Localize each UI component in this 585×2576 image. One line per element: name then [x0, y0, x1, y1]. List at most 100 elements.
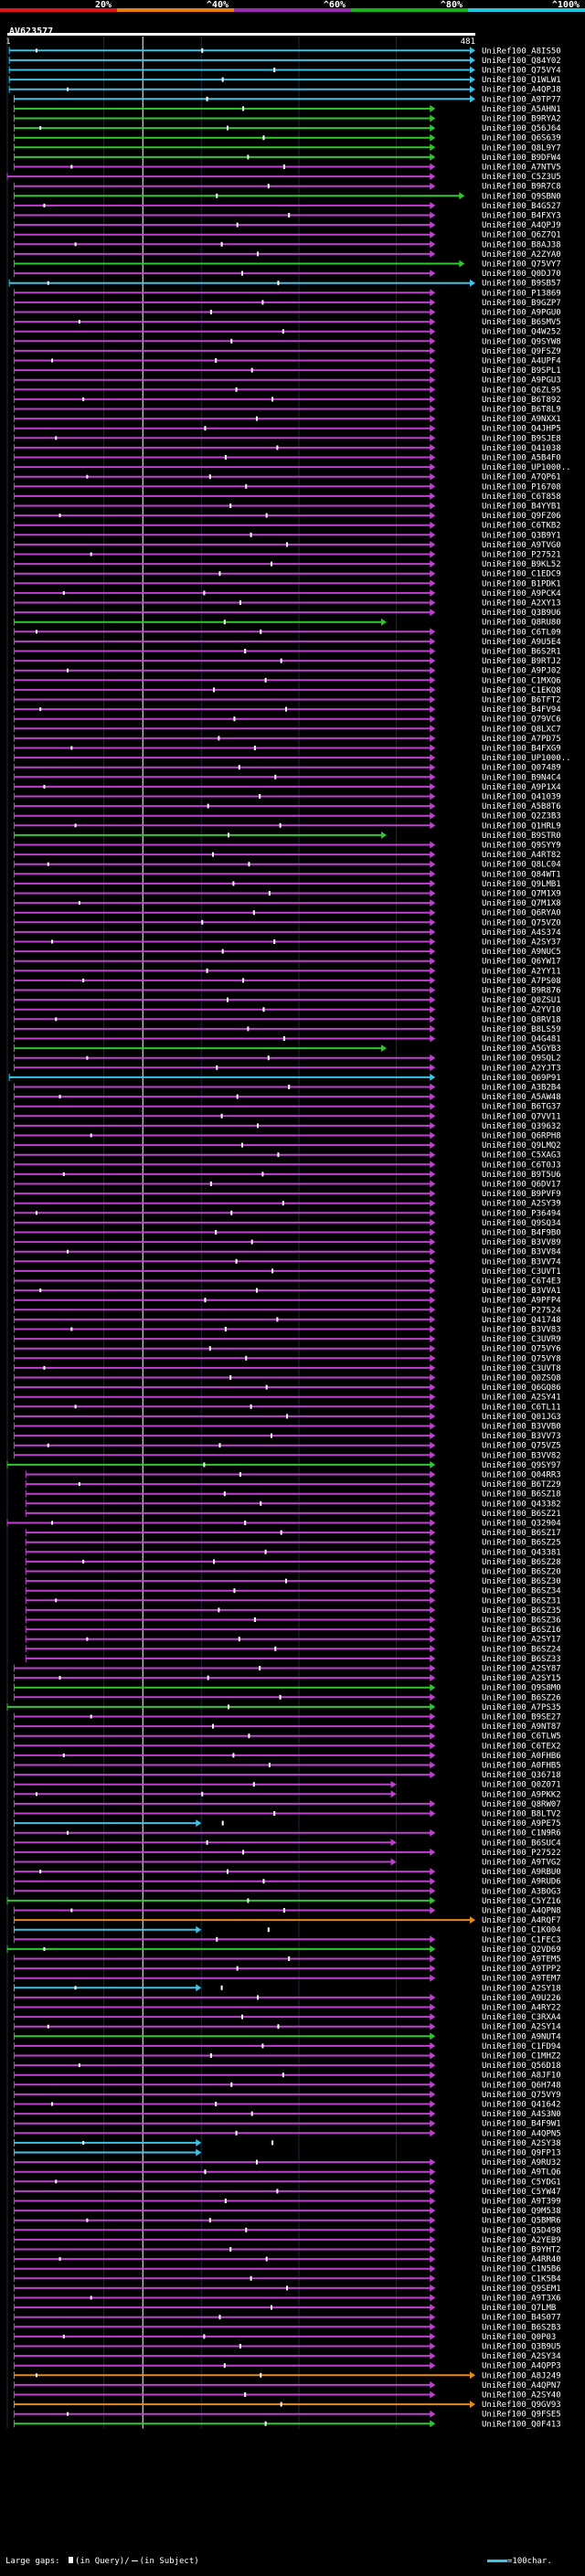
hit-row[interactable]: UniRef100_B6T892 — [13, 395, 561, 405]
hit-label[interactable]: UniRef100_Q9SYY9 — [482, 842, 561, 851]
hit-row[interactable]: UniRef100_C6T4E3 — [13, 1277, 561, 1287]
hit-row[interactable]: UniRef100_Q1HRL9 — [13, 822, 561, 831]
hit-label[interactable]: UniRef100_A5GYB3 — [482, 1044, 561, 1054]
hit-label[interactable]: UniRef100_C1N5B6 — [482, 2265, 561, 2274]
hit-row[interactable]: UniRef100_Q75VY9 — [13, 2090, 561, 2100]
hit-row[interactable]: UniRef100_A7PS35 — [6, 1702, 561, 1712]
hit-label[interactable]: UniRef100_Q75VY8 — [482, 1354, 561, 1363]
hit-label[interactable]: UniRef100_B6SZ16 — [482, 1626, 561, 1635]
hit-label[interactable]: UniRef100_A8JF10 — [482, 2072, 561, 2081]
hit-row[interactable]: UniRef100_C1EKQ8 — [13, 685, 561, 695]
hit-row[interactable]: UniRef100_B8AJ38 — [13, 240, 561, 249]
hit-row[interactable]: UniRef100_C5Z3U5 — [6, 173, 561, 182]
hit-row[interactable]: UniRef100_C3UVT8 — [13, 1363, 561, 1373]
hit-label[interactable]: UniRef100_Q75VY4 — [482, 67, 561, 76]
hit-row[interactable]: UniRef100_A0FHB5 — [13, 1761, 561, 1771]
hit-row[interactable]: UniRef100_Q6ZL95 — [13, 386, 561, 395]
hit-label[interactable]: UniRef100_A9P1X4 — [482, 783, 561, 792]
hit-row[interactable]: UniRef100_A9RUD6 — [13, 1877, 561, 1887]
hit-label[interactable]: UniRef100_B8LS59 — [482, 1025, 561, 1034]
hit-row[interactable]: UniRef100_Q75VZ5 — [13, 1441, 561, 1451]
hit-row[interactable]: UniRef100_Q0Z071 — [13, 1780, 561, 1790]
hit-label[interactable]: UniRef100_A7PS08 — [482, 977, 561, 986]
hit-label[interactable]: UniRef100_A9TEM5 — [482, 1956, 561, 1965]
hit-label[interactable]: UniRef100_Q75VY6 — [482, 1345, 561, 1354]
hit-label[interactable]: UniRef100_A2YV10 — [482, 1006, 561, 1015]
hit-label[interactable]: UniRef100_C1FEC3 — [482, 1935, 561, 1945]
hit-label[interactable]: UniRef100_Q43382 — [482, 1500, 561, 1509]
hit-row[interactable]: UniRef100_A2YEB9 — [13, 2235, 561, 2245]
hit-label[interactable]: UniRef100_A9U5E4 — [482, 638, 561, 647]
hit-label[interactable]: UniRef100_B6TG37 — [482, 1103, 561, 1112]
hit-label[interactable]: UniRef100_P13869 — [482, 289, 561, 298]
hit-label[interactable]: UniRef100_A3B2B4 — [482, 1084, 561, 1093]
hit-row[interactable]: UniRef100_Q41038 — [13, 443, 561, 453]
hit-row[interactable]: UniRef100_Q9FSE5 — [13, 2410, 561, 2420]
hit-label[interactable]: UniRef100_Q3B9U5 — [482, 2343, 561, 2352]
hit-row[interactable]: UniRef100_B3VV82 — [13, 1451, 561, 1460]
hit-row[interactable]: UniRef100_C6TLW5 — [13, 1732, 561, 1742]
hit-row[interactable]: UniRef100_A5AHN1 — [13, 104, 561, 114]
hit-label[interactable]: UniRef100_B6T8L9 — [482, 406, 561, 415]
hit-label[interactable]: UniRef100_B8AJ38 — [482, 240, 561, 249]
hit-label[interactable]: UniRef100_Q41039 — [482, 793, 561, 802]
hit-label[interactable]: UniRef100_B9RTJ2 — [482, 657, 561, 666]
hit-row[interactable]: UniRef100_B3VV84 — [13, 1247, 561, 1257]
hit-row[interactable]: UniRef100_B6T8L9 — [13, 405, 561, 415]
hit-row[interactable]: UniRef100_A4QPN8 — [13, 1906, 561, 1916]
hit-row[interactable]: UniRef100_A9PJ02 — [13, 666, 561, 676]
hit-label[interactable]: UniRef100_Q41748 — [482, 1316, 561, 1325]
hit-label[interactable]: UniRef100_Q4W252 — [482, 328, 561, 337]
hit-row[interactable]: UniRef100_B3VV83 — [13, 1325, 561, 1335]
hit-row[interactable]: UniRef100_B9KL52 — [13, 560, 561, 569]
hit-label[interactable]: UniRef100_A9RUD6 — [482, 1878, 561, 1887]
hit-label[interactable]: UniRef100_C1EKQ8 — [482, 686, 561, 695]
hit-row[interactable]: UniRef100_C6TEX2 — [13, 1742, 561, 1751]
hit-label[interactable]: UniRef100_A5AHN1 — [482, 105, 561, 114]
hit-label[interactable]: UniRef100_B4YYB1 — [482, 503, 561, 512]
hit-row[interactable]: UniRef100_A9TLQ6 — [13, 2168, 561, 2178]
hit-label[interactable]: UniRef100_A4RR40 — [482, 2255, 561, 2264]
hit-row[interactable]: UniRef100_Q4JHP5 — [13, 424, 561, 434]
hit-label[interactable]: UniRef100_Q9FSE5 — [482, 2411, 561, 2420]
hit-row[interactable]: UniRef100_C3UVT1 — [13, 1267, 561, 1277]
hit-label[interactable]: UniRef100_Q6H748 — [482, 2081, 561, 2090]
hit-row[interactable]: UniRef100_B4FXY3 — [13, 211, 561, 221]
hit-row[interactable]: UniRef100_A2SY39 — [13, 1199, 561, 1209]
hit-row[interactable]: UniRef100_Q7VV11 — [13, 1112, 561, 1121]
hit-row[interactable]: UniRef100_A9U5E4 — [13, 637, 561, 647]
hit-row[interactable]: UniRef100_A2YV10 — [13, 1005, 561, 1015]
hit-row[interactable]: UniRef100_A9PKK2 — [13, 1790, 561, 1799]
hit-label[interactable]: UniRef100_Q9FP13 — [482, 2149, 561, 2158]
hit-row[interactable]: UniRef100_B6SZ28 — [25, 1557, 561, 1567]
hit-row[interactable]: UniRef100_C6TKB2 — [13, 521, 561, 531]
hit-row[interactable]: UniRef100_A4QPN7 — [13, 2380, 561, 2390]
hit-row[interactable]: UniRef100_A4RY22 — [13, 2003, 561, 2013]
hit-row[interactable]: UniRef100_B9STR0 — [13, 831, 561, 841]
hit-row[interactable]: UniRef100_Q6Z7Q1 — [13, 230, 561, 240]
hit-label[interactable]: UniRef100_C5XAG3 — [482, 1151, 561, 1161]
hit-row[interactable]: UniRef100_Q9S8M0 — [13, 1683, 561, 1693]
hit-row[interactable]: UniRef100_P13869 — [13, 289, 561, 298]
hit-row[interactable]: UniRef100_P27521 — [13, 550, 561, 560]
hit-label[interactable]: UniRef100_Q7LMB — [482, 2304, 556, 2313]
hit-label[interactable]: UniRef100_A2SY37 — [482, 938, 561, 948]
hit-label[interactable]: UniRef100_Q79VC6 — [482, 716, 561, 725]
hit-row[interactable]: UniRef100_B9RTJ2 — [13, 657, 561, 666]
hit-row[interactable]: UniRef100_Q69P91 — [8, 1073, 561, 1083]
hit-row[interactable]: UniRef100_B4FXG9 — [13, 744, 561, 754]
hit-label[interactable]: UniRef100_B6SZ30 — [482, 1577, 561, 1586]
hit-label[interactable]: UniRef100_Q9LMQ2 — [482, 1141, 561, 1150]
hit-row[interactable]: UniRef100_B9YHT2 — [13, 2245, 561, 2255]
hit-row[interactable]: UniRef100_B3VVA1 — [13, 1287, 561, 1296]
hit-label[interactable]: UniRef100_A9T399 — [482, 2198, 561, 2207]
hit-label[interactable]: UniRef100_Q04RR3 — [482, 1471, 561, 1480]
hit-row[interactable]: UniRef100_Q1WLW1 — [8, 76, 561, 85]
hit-label[interactable]: UniRef100_B1PDK1 — [482, 579, 561, 588]
hit-label[interactable]: UniRef100_A9PFP4 — [482, 1297, 561, 1306]
hit-label[interactable]: UniRef100_C6TL11 — [482, 1403, 561, 1412]
hit-row[interactable]: UniRef100_A2SY34 — [13, 2352, 561, 2361]
hit-label[interactable]: UniRef100_B9DFW4 — [482, 154, 561, 163]
hit-label[interactable]: UniRef100_Q7M1X9 — [482, 890, 561, 899]
hit-label[interactable]: UniRef100_B3VVB0 — [482, 1423, 561, 1432]
